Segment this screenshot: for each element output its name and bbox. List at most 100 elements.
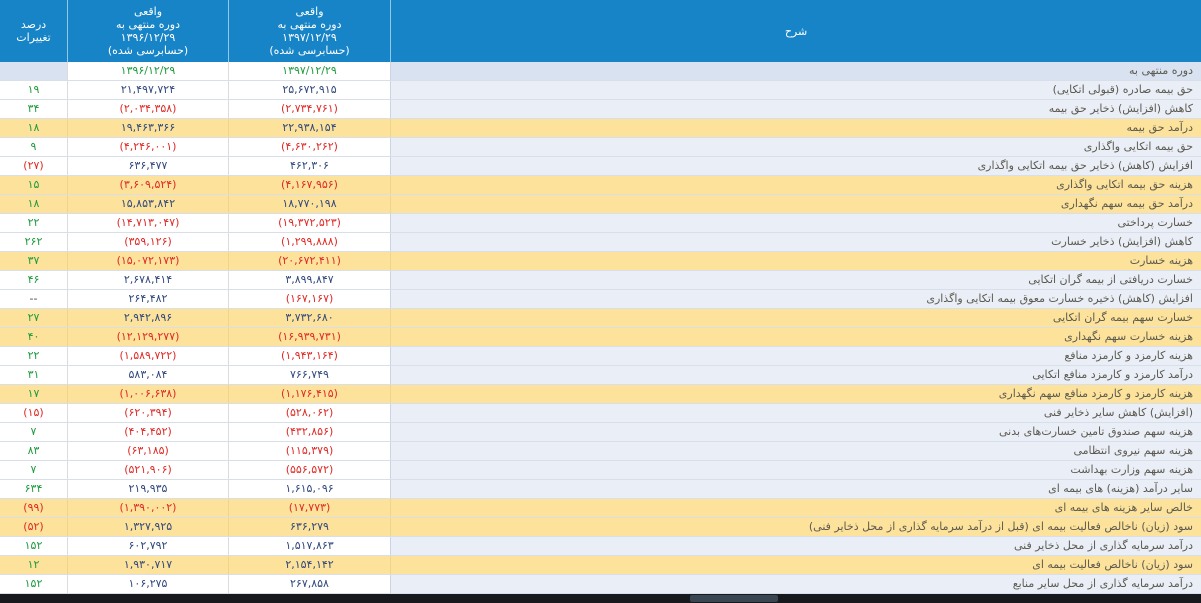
value-1397-cell: (۱,۱۷۶,۴۱۵) <box>228 385 390 403</box>
value-1396-cell: (۴۰۴,۴۵۲) <box>67 423 228 441</box>
desc-cell: افزایش (کاهش) ذخایر حق بیمه اتکایی واگذا… <box>390 157 1201 175</box>
value-1396-cell: ۱۳۹۶/۱۲/۲۹ <box>67 62 228 80</box>
value-1396-cell: (۵۲۱,۹۰۶) <box>67 461 228 479</box>
table-body: دوره منتهی به ۱۳۹۷/۱۲/۲۹ ۱۳۹۶/۱۲/۲۹ حق ب… <box>0 62 1201 594</box>
pct-cell: ۲۷ <box>0 309 67 327</box>
value-1396-cell: ۲۱۹,۹۳۵ <box>67 480 228 498</box>
desc-cell: درآمد حق بیمه سهم نگهداری <box>390 195 1201 213</box>
value-1396-cell: ۱,۳۲۷,۹۲۵ <box>67 518 228 536</box>
table-row: کاهش (افزایش) ذخایر خسارت (۱,۲۹۹,۸۸۸) (۳… <box>0 233 1201 252</box>
pct-cell: ۲۶۲ <box>0 233 67 251</box>
table-header-row: شرح واقعی دوره منتهی به ۱۳۹۷/۱۲/۲۹ (حساب… <box>0 0 1201 62</box>
table-row: حق بیمه اتکایی واگذاری (۴,۶۳۰,۲۶۲) (۴,۲۴… <box>0 138 1201 157</box>
pct-cell: ۷ <box>0 461 67 479</box>
table-row: هزینه کارمزد و کارمزد منافع سهم نگهداری … <box>0 385 1201 404</box>
table-row: درآمد سرمایه گذاری از محل ذخایر فنی ۱,۵۱… <box>0 537 1201 556</box>
pct-cell: ۶۳۴ <box>0 480 67 498</box>
desc-cell: هزینه سهم صندوق تامین خسارت‌های بدنی <box>390 423 1201 441</box>
value-1396-cell: (۶۳,۱۸۵) <box>67 442 228 460</box>
desc-cell: هزینه حق بیمه اتکایی واگذاری <box>390 176 1201 194</box>
pct-cell: ۱۵۲ <box>0 537 67 555</box>
value-1396-cell: ۲,۹۴۲,۸۹۶ <box>67 309 228 327</box>
desc-cell: سود (زیان) ناخالص فعالیت بیمه ای (قبل از… <box>390 518 1201 536</box>
table-row: هزینه خسارت سهم نگهداری (۱۶,۹۳۹,۷۳۱) (۱۲… <box>0 328 1201 347</box>
pct-cell: (۲۷) <box>0 157 67 175</box>
pct-cell: ۸۳ <box>0 442 67 460</box>
table-row: کاهش (افزایش) ذخایر حق بیمه (۲,۷۳۴,۷۶۱) … <box>0 100 1201 119</box>
value-1396-cell: (۳۵۹,۱۲۶) <box>67 233 228 251</box>
desc-cell: خسارت دریافتی از بیمه گران اتکایی <box>390 271 1201 289</box>
desc-cell: خسارت سهم بیمه گران اتکایی <box>390 309 1201 327</box>
value-1396-cell: (۱,۵۸۹,۷۲۲) <box>67 347 228 365</box>
value-1396-cell: ۱۵,۸۵۳,۸۴۲ <box>67 195 228 213</box>
pct-cell: ۱۵ <box>0 176 67 194</box>
value-1396-cell: ۵۸۳,۰۸۴ <box>67 366 228 384</box>
value-1397-cell: (۲,۷۳۴,۷۶۱) <box>228 100 390 118</box>
value-1397-cell: ۱,۵۱۷,۸۶۳ <box>228 537 390 555</box>
value-1396-cell: (۳,۶۰۹,۵۲۴) <box>67 176 228 194</box>
horizontal-scrollbar-thumb[interactable] <box>690 595 778 602</box>
pct-cell: (۹۹) <box>0 499 67 517</box>
value-1396-cell: (۱,۰۰۶,۶۳۸) <box>67 385 228 403</box>
desc-cell: هزینه خسارت سهم نگهداری <box>390 328 1201 346</box>
table-row: خالص سایر هزینه های بیمه ای (۱۷,۷۷۳) (۱,… <box>0 499 1201 518</box>
desc-cell: سود (زیان) ناخالص فعالیت بیمه ای <box>390 556 1201 574</box>
value-1397-cell: (۱,۲۹۹,۸۸۸) <box>228 233 390 251</box>
pct-cell: ۳۷ <box>0 252 67 270</box>
value-1396-cell: ۱۹,۴۶۳,۳۶۶ <box>67 119 228 137</box>
pct-cell: ۱۸ <box>0 119 67 137</box>
header-actual-period-1397-column: واقعی دوره منتهی به ۱۳۹۷/۱۲/۲۹ (حسابرسی … <box>228 0 390 62</box>
desc-cell: درآمد حق بیمه <box>390 119 1201 137</box>
value-1397-cell: ۱۳۹۷/۱۲/۲۹ <box>228 62 390 80</box>
pct-cell: ۱۲ <box>0 556 67 574</box>
pct-cell <box>0 62 67 80</box>
pct-cell: ۱۷ <box>0 385 67 403</box>
desc-cell: هزینه سهم وزارت بهداشت <box>390 461 1201 479</box>
value-1396-cell: ۲,۶۷۸,۴۱۴ <box>67 271 228 289</box>
desc-cell: درآمد کارمزد و کارمزد منافع اتکایی <box>390 366 1201 384</box>
value-1396-cell: ۶۳۶,۴۷۷ <box>67 157 228 175</box>
pct-cell: ۳۱ <box>0 366 67 384</box>
table-row: حق بیمه صادره (قبولی اتکایی) ۲۵,۶۷۲,۹۱۵ … <box>0 81 1201 100</box>
value-1397-cell: ۱,۶۱۵,۰۹۶ <box>228 480 390 498</box>
table-row: سود (زیان) ناخالص فعالیت بیمه ای ۲,۱۵۴,۱… <box>0 556 1201 575</box>
value-1397-cell: (۵۵۶,۵۷۲) <box>228 461 390 479</box>
desc-cell: کاهش (افزایش) ذخایر حق بیمه <box>390 100 1201 118</box>
table-row: درآمد حق بیمه سهم نگهداری ۱۸,۷۷۰,۱۹۸ ۱۵,… <box>0 195 1201 214</box>
desc-cell: خسارت پرداختی <box>390 214 1201 232</box>
pct-cell: -- <box>0 290 67 308</box>
value-1396-cell: ۲۱,۴۹۷,۷۲۴ <box>67 81 228 99</box>
value-1397-cell: (۴۳۲,۸۵۶) <box>228 423 390 441</box>
pct-cell: ۴۰ <box>0 328 67 346</box>
value-1397-cell: (۱۶,۹۳۹,۷۳۱) <box>228 328 390 346</box>
value-1397-cell: (۱۱۵,۳۷۹) <box>228 442 390 460</box>
value-1396-cell: ۱,۹۳۰,۷۱۷ <box>67 556 228 574</box>
desc-cell: افزایش (کاهش) ذخیره خسارت معوق بیمه اتکا… <box>390 290 1201 308</box>
value-1397-cell: (۴,۶۳۰,۲۶۲) <box>228 138 390 156</box>
table-row: هزینه خسارت (۲۰,۶۷۲,۴۱۱) (۱۵,۰۷۲,۱۷۳) ۳۷ <box>0 252 1201 271</box>
value-1397-cell: (۱۹,۳۷۲,۵۲۳) <box>228 214 390 232</box>
value-1397-cell: (۱۷,۷۷۳) <box>228 499 390 517</box>
pct-cell: ۳۴ <box>0 100 67 118</box>
table-row: درآمد سرمایه گذاری از محل سایر منابع ۲۶۷… <box>0 575 1201 594</box>
value-1397-cell: (۱۶۷,۱۶۷) <box>228 290 390 308</box>
desc-cell: سایر درآمد (هزینه) های بیمه ای <box>390 480 1201 498</box>
pct-cell: ۴۶ <box>0 271 67 289</box>
header-percent-change-column: درصد تغییرات <box>16 18 51 44</box>
table-row: درآمد کارمزد و کارمزد منافع اتکایی ۷۶۶,۷… <box>0 366 1201 385</box>
pct-cell: ۲۲ <box>0 347 67 365</box>
table-row: خسارت دریافتی از بیمه گران اتکایی ۳,۸۹۹,… <box>0 271 1201 290</box>
table-row: دوره منتهی به ۱۳۹۷/۱۲/۲۹ ۱۳۹۶/۱۲/۲۹ <box>0 62 1201 81</box>
table-row: افزایش (کاهش) ذخایر حق بیمه اتکایی واگذا… <box>0 157 1201 176</box>
value-1396-cell: (۱۲,۱۲۹,۲۷۷) <box>67 328 228 346</box>
value-1396-cell: (۱,۳۹۰,۰۰۲) <box>67 499 228 517</box>
pct-cell: (۵۲) <box>0 518 67 536</box>
value-1396-cell: ۲۶۴,۴۸۲ <box>67 290 228 308</box>
horizontal-scrollbar[interactable] <box>0 594 1201 603</box>
value-1396-cell: (۶۲۰,۳۹۴) <box>67 404 228 422</box>
desc-cell: کاهش (افزایش) ذخایر خسارت <box>390 233 1201 251</box>
value-1397-cell: ۲,۱۵۴,۱۴۲ <box>228 556 390 574</box>
table-row: درآمد حق بیمه ۲۲,۹۳۸,۱۵۴ ۱۹,۴۶۳,۳۶۶ ۱۸ <box>0 119 1201 138</box>
